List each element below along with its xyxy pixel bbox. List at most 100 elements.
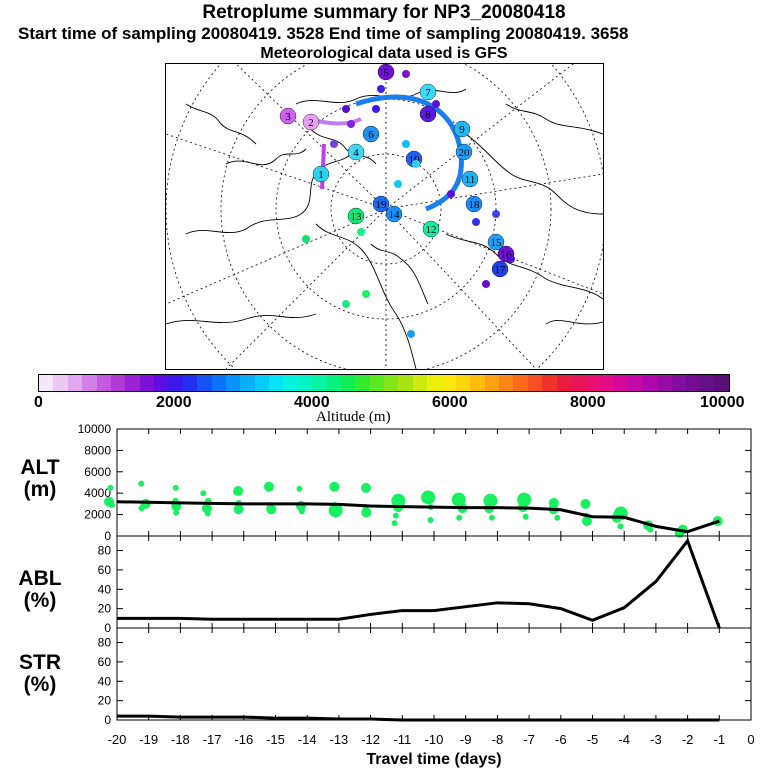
colorbar-swatch xyxy=(585,375,600,391)
y-tick-label: 8000 xyxy=(84,443,111,457)
colorbar-swatch xyxy=(657,375,672,391)
colorbar-tick-label: 2000 xyxy=(156,394,192,411)
y-tick-label: 40 xyxy=(98,582,112,596)
colorbar-swatch xyxy=(685,375,701,391)
y-tick-label: 60 xyxy=(98,563,112,577)
alt-scatter-point xyxy=(617,523,624,530)
colorbar-swatch xyxy=(542,375,557,391)
colorbar-swatch xyxy=(628,375,643,391)
chart-title: Retroplume summary for NP3_20080418 xyxy=(202,2,566,23)
svg-text:17: 17 xyxy=(495,264,507,276)
alt-scatter-point xyxy=(138,505,145,512)
alt-scatter-point xyxy=(173,509,180,516)
y-tick-label: 10000 xyxy=(78,422,112,436)
trajectory-marker: 9 xyxy=(453,120,471,138)
colorbar-swatch xyxy=(67,375,83,391)
colorbar-swatch xyxy=(441,375,456,391)
colorbar-swatch xyxy=(384,375,399,391)
altitude-colorbar xyxy=(38,374,730,392)
trajectory-dot xyxy=(362,290,370,298)
colorbar-swatch xyxy=(283,375,298,391)
trajectory-marker: 1 xyxy=(312,165,330,183)
trajectory-dot xyxy=(402,70,410,78)
colorbar-swatch xyxy=(714,375,729,391)
y-tick-label: 20 xyxy=(98,694,112,708)
x-tick-label: -7 xyxy=(523,732,535,747)
alt-scatter-point xyxy=(200,490,207,497)
map-graticule xyxy=(166,64,603,369)
colorbar-tick-label: 4000 xyxy=(294,394,330,411)
colorbar-swatch xyxy=(355,375,370,391)
alt-scatter-point xyxy=(580,498,591,509)
alt-scatter-point xyxy=(201,503,212,514)
trajectory-marker: 15 xyxy=(487,233,505,251)
trajectory-dot xyxy=(394,180,402,188)
colorbar-swatch xyxy=(570,375,586,391)
svg-text:16: 16 xyxy=(501,249,513,261)
colorbar-tick-label: 6000 xyxy=(432,394,468,411)
trajectory-dot xyxy=(347,120,355,128)
colorbar-swatch xyxy=(614,375,629,391)
trajectory-dot xyxy=(377,85,385,93)
trajectory-marker: 12 xyxy=(422,220,440,238)
colorbar-swatch xyxy=(197,375,212,391)
panel-label-alt: ALT (m) xyxy=(20,456,60,501)
colorbar-swatch xyxy=(96,375,111,391)
trajectory-dot xyxy=(407,330,415,338)
alt-scatter-point xyxy=(107,484,114,491)
x-tick-label: -19 xyxy=(139,732,158,747)
colorbar-swatch xyxy=(369,375,384,391)
alt-scatter-point xyxy=(328,503,343,518)
x-tick-label: -12 xyxy=(361,732,380,747)
panel-frame xyxy=(116,428,752,537)
alt-scatter-point xyxy=(427,516,434,523)
alt-scatter-point xyxy=(421,490,436,505)
alt-scatter-point xyxy=(233,486,244,497)
x-tick-label: -16 xyxy=(234,732,253,747)
x-tick-label: 0 xyxy=(747,732,754,747)
x-tick-label: -11 xyxy=(393,732,411,747)
x-tick-label: -3 xyxy=(650,732,662,747)
trajectory-dot xyxy=(507,255,515,263)
colorbar-tick-label: 10000 xyxy=(700,394,745,411)
trajectory-dot xyxy=(342,300,350,308)
colorbar-tick-label: 0 xyxy=(34,394,43,411)
x-tick-label: -20 xyxy=(108,732,127,747)
svg-text:7: 7 xyxy=(425,87,431,99)
colorbar-swatch xyxy=(254,375,269,391)
svg-text:1: 1 xyxy=(318,169,324,181)
colorbar-swatch xyxy=(110,375,126,391)
x-tick-label: -17 xyxy=(203,732,222,747)
trajectory-marker: 20 xyxy=(455,143,473,161)
alt-scatter-point xyxy=(298,508,305,515)
x-tick-label: -10 xyxy=(425,732,444,747)
x-tick-label: -13 xyxy=(330,732,349,747)
colorbar-swatch xyxy=(240,375,255,391)
colorbar-swatch xyxy=(527,375,543,391)
colorbar-swatch xyxy=(125,375,140,391)
y-tick-label: 80 xyxy=(98,544,112,558)
colorbar-swatch xyxy=(671,375,686,391)
svg-text:20: 20 xyxy=(459,147,471,159)
alt-scatter-point xyxy=(391,520,398,527)
trajectory-dot xyxy=(330,140,338,148)
colorbar-swatch xyxy=(211,375,226,391)
trajectory-dot xyxy=(472,218,480,226)
colorbar-swatch xyxy=(412,375,428,391)
x-tick-label: -14 xyxy=(298,732,317,747)
colorbar-swatch xyxy=(312,375,327,391)
trajectory-dot xyxy=(432,100,440,108)
colorbar-swatch xyxy=(225,375,241,391)
trajectory-dot xyxy=(412,160,420,168)
alt-scatter-point xyxy=(263,481,274,492)
colorbar-swatch xyxy=(139,375,154,391)
alt-scatter-point xyxy=(647,526,654,533)
x-tick-label: -6 xyxy=(555,732,567,747)
y-tick-label: 0 xyxy=(104,529,111,543)
svg-text:6: 6 xyxy=(368,129,374,141)
trajectory-marker: 11 xyxy=(461,170,479,188)
trajectory-dot xyxy=(372,105,380,113)
colorbar-swatch xyxy=(182,375,198,391)
y-tick-label: 0 xyxy=(104,713,111,727)
